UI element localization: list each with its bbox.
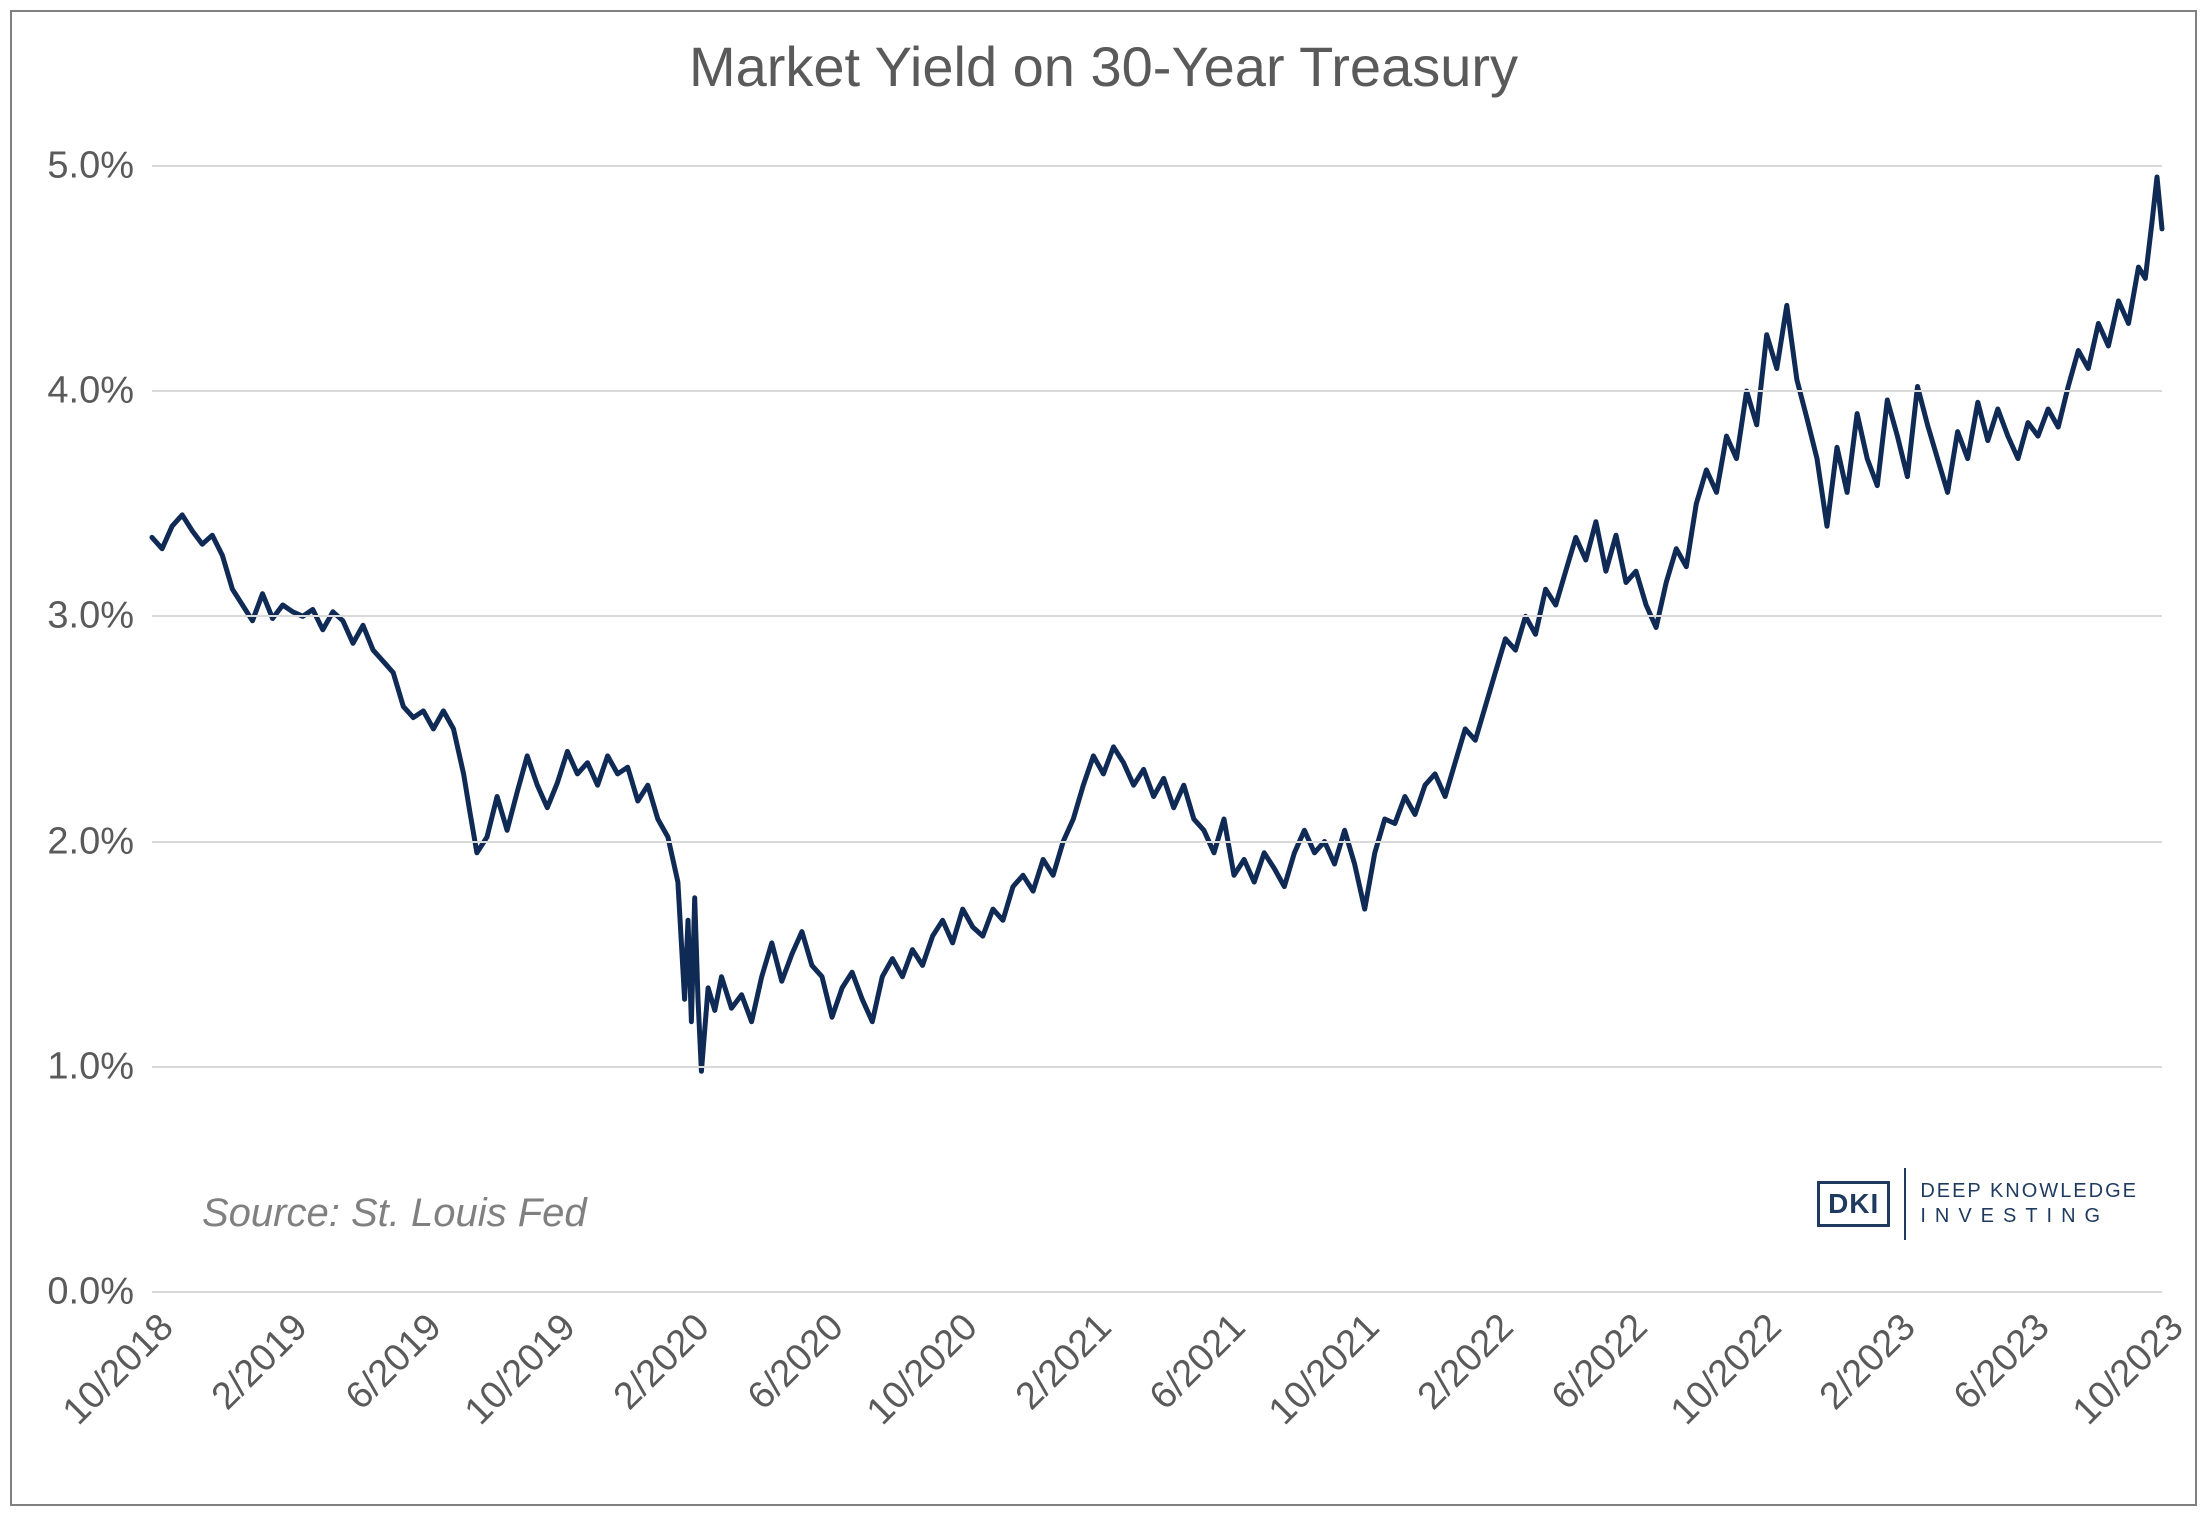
x-axis-label: 10/2022 [1663,1306,1791,1434]
x-axis-label: 10/2023 [2065,1306,2193,1434]
x-axis-label: 6/2023 [1946,1306,2059,1419]
x-axis-label: 6/2021 [1142,1306,1255,1419]
x-axis-label: 2/2022 [1410,1306,1523,1419]
x-axis-label: 10/2020 [859,1306,987,1434]
logo-box: DKI [1817,1181,1890,1227]
y-axis-label: 1.0% [47,1045,134,1088]
grid-line [152,1291,2162,1293]
y-axis-label: 0.0% [47,1271,134,1314]
chart-title: Market Yield on 30-Year Treasury [12,34,2195,99]
logo-divider [1904,1168,1906,1240]
y-axis-label: 5.0% [47,144,134,187]
logo-text: DEEP KNOWLEDGE INVESTING [1920,1179,2138,1229]
grid-line [152,615,2162,617]
grid-line [152,390,2162,392]
grid-line [152,1066,2162,1068]
logo-line-2: INVESTING [1920,1204,2138,1229]
x-axis-label: 2/2020 [606,1306,719,1419]
line-series [152,132,2162,1292]
x-axis-label: 10/2019 [457,1306,585,1434]
logo-line-1: DEEP KNOWLEDGE [1920,1179,2138,1204]
brand-logo: DKI DEEP KNOWLEDGE INVESTING [1817,1168,2138,1240]
x-axis-label: 2/2021 [1008,1306,1121,1419]
x-axis-label: 6/2020 [740,1306,853,1419]
chart-frame: Market Yield on 30-Year Treasury 0.0%1.0… [10,10,2197,1506]
grid-line [152,841,2162,843]
source-label: Source: St. Louis Fed [202,1191,587,1236]
x-axis-label: 6/2022 [1544,1306,1657,1419]
plot-area: 0.0%1.0%2.0%3.0%4.0%5.0%10/20182/20196/2… [152,132,2162,1292]
grid-line [152,165,2162,167]
x-axis-label: 6/2019 [338,1306,451,1419]
x-axis-label: 10/2021 [1261,1306,1389,1434]
y-axis-label: 3.0% [47,595,134,638]
y-axis-label: 4.0% [47,370,134,413]
x-axis-label: 2/2023 [1812,1306,1925,1419]
y-axis-label: 2.0% [47,820,134,863]
x-axis-label: 2/2019 [204,1306,317,1419]
x-axis-label: 10/2018 [55,1306,183,1434]
